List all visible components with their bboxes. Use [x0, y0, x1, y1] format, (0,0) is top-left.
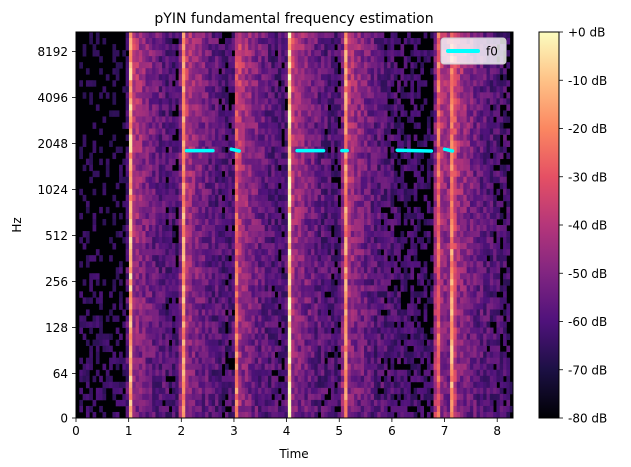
y-tick-label: 8192 — [37, 45, 68, 59]
x-tick-label: 8 — [493, 424, 501, 438]
colorbar-tick-label: -50 dB — [568, 267, 607, 281]
chart-title: pYIN fundamental frequency estimation — [154, 11, 433, 27]
y-tick-label: 512 — [45, 229, 68, 243]
x-tick-label: 2 — [177, 424, 185, 438]
x-tick-label: 5 — [335, 424, 343, 438]
y-tick-label: 256 — [45, 275, 68, 289]
f0-segment-4 — [395, 148, 434, 153]
y-tick-label: 128 — [45, 321, 68, 335]
y-tick-label: 1024 — [37, 183, 68, 197]
f0-segment-5 — [442, 147, 455, 153]
y-tick-label: 4096 — [37, 91, 68, 105]
y-axis-label: Hz — [10, 217, 24, 232]
y-axis: 0 64 128 256 512 1024 2048 4096 8192 — [37, 45, 76, 426]
spectrogram — [76, 32, 513, 418]
x-tick-label: 3 — [230, 424, 238, 438]
colorbar-tick-label: -10 dB — [568, 74, 607, 88]
colorbar-tick-label: -20 dB — [568, 122, 607, 136]
x-tick-label: 7 — [441, 424, 449, 438]
colorbar — [538, 31, 560, 419]
x-axis: 0 1 2 3 4 5 6 7 8 — [72, 418, 501, 438]
plot-frame — [75, 31, 514, 419]
x-tick-label: 0 — [72, 424, 80, 438]
colorbar-ticks: +0 dB -10 dB -20 dB -30 dB -40 dB -50 dB -60 d… — [559, 26, 607, 426]
colorbar-tick-label: -70 dB — [568, 363, 607, 377]
colorbar-tick-label: -60 dB — [568, 315, 607, 329]
x-tick-label: 4 — [283, 424, 291, 438]
y-tick-label: 0 — [60, 412, 68, 426]
colorbar-tick-label: +0 dB — [568, 26, 605, 40]
colorbar-tick-label: -40 dB — [568, 219, 607, 233]
x-axis-label: Time — [278, 447, 308, 461]
colorbar-tick-label: -80 dB — [568, 412, 607, 426]
y-tick-label: 64 — [53, 367, 68, 381]
f0-line — [184, 147, 455, 153]
x-tick-label: 1 — [125, 424, 133, 438]
legend: f0 — [440, 37, 507, 65]
y-tick-label: 2048 — [37, 137, 68, 151]
f0-segment-1 — [229, 147, 241, 153]
legend-f0-label: f0 — [486, 45, 498, 59]
x-tick-label: 6 — [388, 424, 396, 438]
colorbar-tick-label: -30 dB — [568, 170, 607, 184]
